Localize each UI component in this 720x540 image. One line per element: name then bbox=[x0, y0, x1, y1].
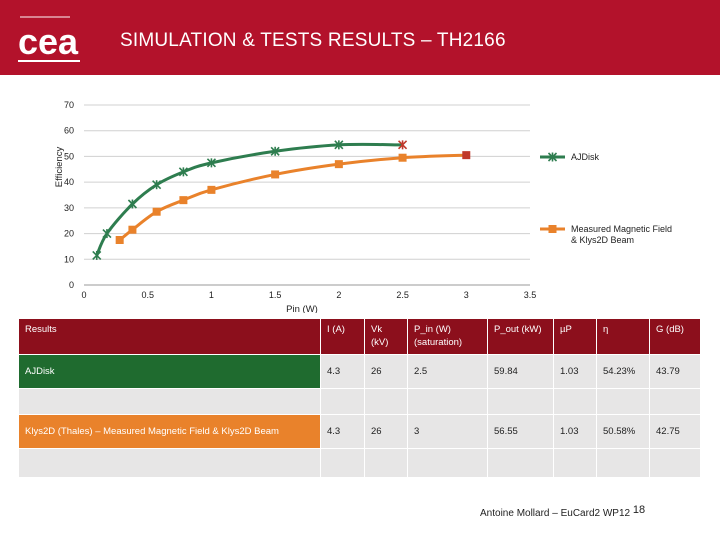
table-cell: 1.03 bbox=[553, 414, 597, 449]
y-tick-label: 10 bbox=[64, 254, 74, 264]
data-point bbox=[462, 151, 471, 160]
table-cell: 56.55 bbox=[487, 414, 554, 449]
x-tick-label: 2 bbox=[336, 290, 341, 300]
table-cell: 42.75 bbox=[649, 414, 701, 449]
x-tick-label: 3.5 bbox=[524, 290, 537, 300]
table-spacer-row bbox=[18, 448, 701, 478]
data-point bbox=[115, 236, 124, 244]
y-tick-label: 60 bbox=[64, 126, 74, 136]
x-tick-label: 1.5 bbox=[269, 290, 282, 300]
data-point bbox=[207, 185, 216, 194]
svg-text:cea: cea bbox=[18, 21, 79, 62]
table-row: Klys2D (Thales) – Measured Magnetic Fiel… bbox=[18, 414, 701, 449]
table-header-row: Results I (A) Vk (kV) P_in (W) (saturati… bbox=[18, 318, 701, 355]
legend-label: & Klys2D Beam bbox=[571, 235, 634, 245]
table-cell: AJDisk bbox=[18, 354, 321, 389]
legend-label: AJDisk bbox=[571, 152, 600, 162]
data-point bbox=[334, 160, 343, 169]
data-point bbox=[398, 153, 407, 162]
page-title: SIMULATION & TESTS RESULTS – TH2166 bbox=[120, 30, 506, 51]
results-table: Results I (A) Vk (kV) P_in (W) (saturati… bbox=[18, 318, 701, 478]
table-cell: 2.5 bbox=[407, 354, 488, 389]
title-bar: cea SIMULATION & TESTS RESULTS – TH2166 bbox=[0, 0, 720, 75]
table-cell: 3 bbox=[407, 414, 488, 449]
x-tick-label: 0 bbox=[81, 290, 86, 300]
data-point bbox=[271, 170, 280, 179]
x-tick-label: 1 bbox=[209, 290, 214, 300]
data-point bbox=[128, 225, 137, 234]
y-tick-label: 40 bbox=[64, 177, 74, 187]
header-cell: η bbox=[596, 318, 650, 355]
y-tick-label: 20 bbox=[64, 229, 74, 239]
table-cell: 26 bbox=[364, 414, 408, 449]
y-tick-label: 30 bbox=[64, 203, 74, 213]
y-tick-label: 70 bbox=[64, 100, 74, 110]
series-line bbox=[118, 153, 467, 242]
table-cell: 59.84 bbox=[487, 354, 554, 389]
footer-author: Antoine Mollard – EuCard2 WP12 bbox=[480, 508, 631, 519]
header-cell: µP bbox=[553, 318, 597, 355]
x-tick-label: 2.5 bbox=[396, 290, 409, 300]
efficiency-chart: 0 10 20 30 40 50 60 70 0 0.5 1 1.5 2 2.5 3 3.5 Pin (W) Ef… bbox=[54, 100, 672, 313]
x-tick-label: 3 bbox=[464, 290, 469, 300]
data-point bbox=[152, 207, 161, 216]
page-number: 18 bbox=[632, 504, 646, 516]
footer: Antoine Mollard – EuCard2 WP12 18 bbox=[480, 504, 646, 519]
legend-label: Measured Magnetic Field bbox=[571, 224, 672, 234]
table-cell: Klys2D (Thales) – Measured Magnetic Fiel… bbox=[18, 414, 321, 449]
header-cell: P_in (W) (saturation) bbox=[407, 318, 488, 355]
data-point bbox=[179, 196, 188, 205]
cea-logo: cea bbox=[18, 16, 80, 62]
header-cell: Results bbox=[18, 318, 321, 355]
table-spacer-row bbox=[18, 388, 701, 415]
table-cell: 26 bbox=[364, 354, 408, 389]
y-tick-label: 50 bbox=[64, 151, 74, 161]
table-cell: 4.3 bbox=[320, 414, 365, 449]
table-cell: 50.58% bbox=[596, 414, 650, 449]
header-cell: P_out (kW) bbox=[487, 318, 554, 355]
table-cell: 54.23% bbox=[596, 354, 650, 389]
header-cell: I (A) bbox=[320, 318, 365, 355]
y-tick-label: 0 bbox=[69, 280, 74, 290]
x-tick-label: 0.5 bbox=[141, 290, 154, 300]
y-axis-label: Efficiency bbox=[54, 147, 65, 188]
legend-marker bbox=[548, 225, 557, 233]
table-row: AJDisk 4.3 26 2.5 59.84 1.03 54.23% 43.7… bbox=[18, 354, 701, 389]
table-cell: 1.03 bbox=[553, 354, 597, 389]
header-cell: Vk (kV) bbox=[364, 318, 408, 355]
header-cell: G (dB) bbox=[649, 318, 701, 355]
table-cell: 4.3 bbox=[320, 354, 365, 389]
table-cell: 43.79 bbox=[649, 354, 701, 389]
x-axis-label: Pin (W) bbox=[286, 304, 318, 313]
